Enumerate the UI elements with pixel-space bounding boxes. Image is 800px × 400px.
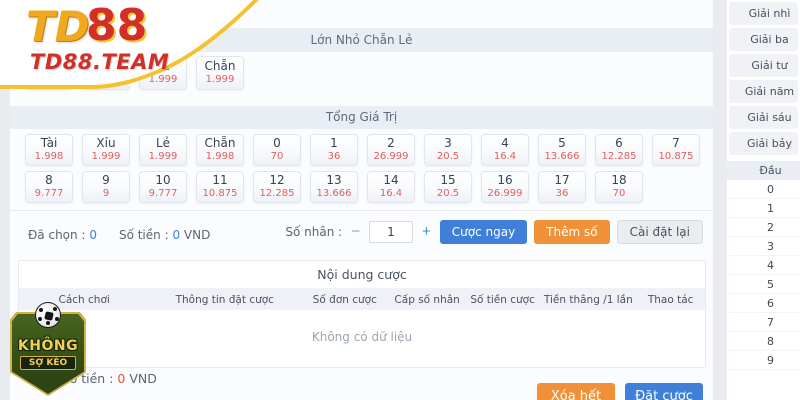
- logo-domain-text: TD88.TEAM: [30, 50, 170, 74]
- sidebar-item-giai-ba[interactable]: Giải ba: [729, 28, 798, 51]
- place-bet-button[interactable]: Đặt cược: [625, 383, 703, 400]
- odds-button-xiu[interactable]: Xỉu 1.999: [82, 134, 130, 166]
- logo-ribbon-shape: [0, 0, 259, 89]
- odds-button-1[interactable]: 1 36: [310, 134, 358, 166]
- odds-button-3[interactable]: 3 20.5: [424, 134, 472, 166]
- multiplier-decrease-button[interactable]: −: [349, 221, 362, 243]
- odds-button-13[interactable]: 13 13.666: [310, 171, 358, 203]
- dau-section-header: Đầu: [727, 161, 800, 180]
- sidebar-item-giai-nam[interactable]: Giải năm: [729, 80, 798, 103]
- column-thao-tac: Thao tác: [647, 293, 694, 306]
- bet-content-table: Nội dung cược Cách chơi Thông tin đặt cư…: [18, 260, 706, 368]
- odds-button-18[interactable]: 18 70: [595, 171, 643, 203]
- sidebar-item-giai-sau[interactable]: Giải sáu: [729, 106, 798, 129]
- digit-row-4[interactable]: 4: [727, 256, 800, 275]
- sidebar-item-giai-nhi[interactable]: Giải nhì: [729, 2, 798, 25]
- odds-button-7[interactable]: 7 10.875: [652, 134, 700, 166]
- odds-button-10[interactable]: 10 9.777: [139, 171, 187, 203]
- odds-button-0[interactable]: 0 70: [253, 134, 301, 166]
- odds-button-chan-top[interactable]: Chẵn 1.999: [196, 56, 244, 90]
- bet-now-button[interactable]: Cược ngay: [439, 220, 528, 244]
- betting-panel: Lớn Nhỏ Chẵn Lẻ Lẻ 1.999 Chẵn 1.999 Tổng…: [10, 0, 713, 400]
- reset-button[interactable]: Cài đặt lại: [616, 220, 703, 244]
- odds-button-16[interactable]: 16 26.999: [481, 171, 529, 203]
- sidebar-item-giai-tu[interactable]: Giải tư: [729, 54, 798, 77]
- column-tien-thang: Tiền thắng /1 lần: [543, 293, 633, 306]
- tong-gia-tri-row-1: Tài 1.998 Xỉu 1.999 Lẻ 1.999 Chẵn 1.998 0 70 …: [25, 134, 700, 166]
- digit-row-1[interactable]: 1: [727, 199, 800, 218]
- prize-sidebar: Giải nhì Giải ba Giải tư Giải năm Giải s…: [727, 0, 800, 400]
- multiplier-controls: Số nhân : − + Cược ngay Thêm số Cài đặt …: [285, 220, 703, 244]
- odds-button-17[interactable]: 17 36: [538, 171, 586, 203]
- bet-table-header: Cách chơi Thông tin đặt cược Số đơn cược…: [19, 289, 705, 310]
- amount-summary: Số tiền : 0 VND: [118, 228, 211, 242]
- column-cach-choi: Cách chơi: [58, 293, 110, 306]
- odds-button-15[interactable]: 15 20.5: [424, 171, 472, 203]
- khong-so-keo-badge: KHÔNG SỢ KÈO: [6, 302, 90, 398]
- column-thong-tin-dat-cuoc: Thông tin đặt cược: [175, 293, 274, 306]
- digit-row-8[interactable]: 8: [727, 332, 800, 351]
- digit-row-3[interactable]: 3: [727, 237, 800, 256]
- multiplier-label: Số nhân :: [285, 225, 343, 239]
- section-title-tong-gia-tri: Tổng Giá Trị: [10, 106, 713, 129]
- column-so-tien-cuoc: Số tiền cược: [470, 293, 535, 306]
- odds-button-4[interactable]: 4 16.4: [481, 134, 529, 166]
- odds-button-le[interactable]: Lẻ 1.999: [139, 134, 187, 166]
- selected-count: Đã chọn : 0: [28, 228, 97, 242]
- multiplier-input[interactable]: [368, 221, 413, 243]
- soccer-ball-icon: [35, 302, 61, 328]
- digit-row-0[interactable]: 0: [727, 180, 800, 199]
- odds-button-14[interactable]: 14 16.4: [367, 171, 415, 203]
- digit-row-7[interactable]: 7: [727, 313, 800, 332]
- bet-table-title: Nội dung cược: [19, 261, 705, 289]
- selection-summary: Đã chọn : 0 Số tiền : 0 VND: [28, 228, 210, 242]
- clear-all-button[interactable]: Xóa hết: [537, 383, 615, 400]
- add-number-button[interactable]: Thêm số: [534, 220, 610, 244]
- odds-button-8[interactable]: 8 9.777: [25, 171, 73, 203]
- odds-button-chan[interactable]: Chẵn 1.998: [196, 134, 244, 166]
- multiplier-increase-button[interactable]: +: [420, 221, 433, 243]
- column-so-don-cuoc: Số đơn cược: [312, 293, 377, 306]
- td88-brand-logo[interactable]: TD 88 TD88.TEAM: [0, 0, 265, 100]
- logo-88-text: 88: [86, 0, 148, 51]
- odds-button-11[interactable]: 11 10.875: [196, 171, 244, 203]
- badge-text-line1: KHÔNG: [17, 338, 79, 354]
- column-cap-so-nhan: Cấp số nhân: [394, 293, 460, 306]
- odds-button-2[interactable]: 2 26.999: [367, 134, 415, 166]
- control-bar-divider: [10, 210, 713, 211]
- digit-row-9[interactable]: 9: [727, 351, 800, 370]
- digit-row-5[interactable]: 5: [727, 275, 800, 294]
- sidebar-item-giai-bay[interactable]: Giải bảy: [729, 132, 798, 155]
- badge-text-line2: SỢ KÈO: [20, 356, 76, 370]
- odds-button-5[interactable]: 5 13.666: [538, 134, 586, 166]
- digit-row-6[interactable]: 6: [727, 294, 800, 313]
- digit-row-2[interactable]: 2: [727, 218, 800, 237]
- odds-button-12[interactable]: 12 12.285: [253, 171, 301, 203]
- logo-td-text: TD: [26, 2, 90, 51]
- odds-button-6[interactable]: 6 12.285: [595, 134, 643, 166]
- odds-button-tai[interactable]: Tài 1.998: [25, 134, 73, 166]
- empty-state-text: Không có dữ liệu: [311, 330, 413, 344]
